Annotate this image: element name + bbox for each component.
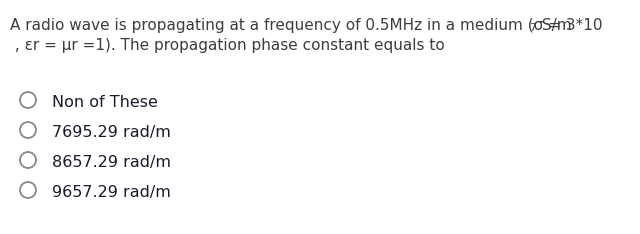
Text: 7695.29 rad/m: 7695.29 rad/m <box>52 125 171 140</box>
Text: 8657.29 rad/m: 8657.29 rad/m <box>52 155 171 170</box>
Text: S/m: S/m <box>537 18 572 33</box>
Text: 7: 7 <box>529 23 536 33</box>
Text: Non of These: Non of These <box>52 95 158 110</box>
Text: , εr = μr =1). The propagation phase constant equals to: , εr = μr =1). The propagation phase con… <box>10 38 445 53</box>
Text: A radio wave is propagating at a frequency of 0.5MHz in a medium (σ = 3*10: A radio wave is propagating at a frequen… <box>10 18 602 33</box>
Text: 9657.29 rad/m: 9657.29 rad/m <box>52 185 171 200</box>
